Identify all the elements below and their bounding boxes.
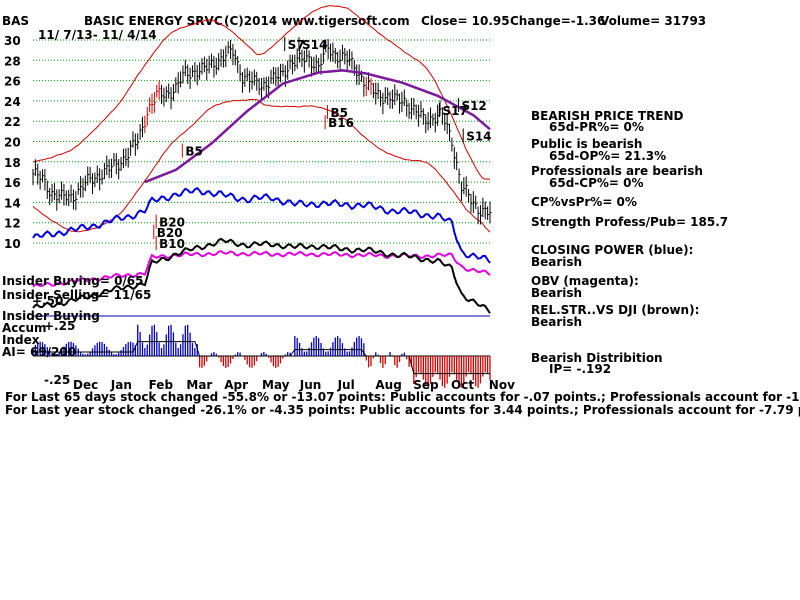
month-label-jul: Jul: [337, 378, 355, 392]
signal-label-b16: B16: [328, 116, 354, 130]
panel-line: 65d-CP%= 0%: [549, 176, 644, 190]
signal-label-b10: B10: [159, 237, 185, 251]
panel-line: OBV (magenta):: [531, 274, 639, 288]
month-label-jan: Jan: [110, 378, 132, 392]
chart-change: Change=-1.36: [510, 14, 605, 28]
accum-smoothed-line: [33, 341, 490, 375]
ai-label: AI= 69/200: [2, 345, 76, 359]
panel-line: Public is bearish: [531, 137, 642, 151]
insider-selling-label: Insider Selling= 11/65: [2, 288, 151, 302]
price-tick-label: 14: [4, 196, 21, 210]
month-label-jun: Jun: [299, 378, 322, 392]
month-label-aug: Aug: [375, 378, 401, 392]
chart-symbol: BAS: [2, 14, 29, 28]
month-axis-ticks: Dec Jan Feb Mar Apr May Jun Jul Aug Sep Oct Nov: [73, 378, 515, 392]
bollinger-bands: [32, 5, 491, 233]
panel-line: BEARISH PRICE TREND: [531, 109, 684, 123]
month-label-sep: Sep: [413, 378, 439, 392]
plus25-label: +.25: [44, 319, 75, 333]
plus50-label: +.50: [32, 294, 63, 308]
closing-power-line: [32, 186, 491, 264]
insider-buying-label: Insider Buying= 0/65: [2, 274, 144, 288]
chart-company: BASIC ENERGY SRVC: [84, 14, 223, 28]
price-tick-label: 28: [4, 54, 21, 68]
moving-average-line: [144, 69, 491, 184]
panel-line: 65d-OP%= 21.3%: [549, 149, 666, 163]
price-tick-label: 18: [4, 156, 21, 170]
panel-line: Bearish: [531, 315, 582, 329]
accumulation-index-histogram: [32, 315, 491, 388]
price-axis-ticks: 10 12 14 16 18 20 22 24 26 28 30: [4, 34, 21, 251]
minus25-label: -.25: [44, 373, 70, 387]
upper-band: [32, 5, 491, 180]
signal-label-s12: S12: [461, 99, 486, 113]
indicator-lines: [32, 69, 491, 314]
signal-label-s7: S7: [288, 38, 305, 52]
month-label-apr: Apr: [224, 378, 248, 392]
month-label-may: May: [262, 378, 290, 392]
panel-line: Strength Profess/Pub= 185.7: [531, 215, 728, 229]
index-label: Index: [2, 333, 40, 347]
price-tick-label: 26: [4, 75, 21, 89]
price-tick-label: 20: [4, 136, 21, 150]
price-tick-label: 12: [4, 217, 21, 231]
chart-volume: Volume= 31793: [600, 14, 706, 28]
month-label-oct: Oct: [451, 378, 474, 392]
panel-line: Bearish: [531, 286, 582, 300]
signal-label-b5: B5: [331, 106, 349, 120]
panel-line: 65d-PR%= 0%: [549, 120, 644, 134]
month-label-dec: Dec: [73, 378, 98, 392]
footer-line-year: For Last year stock changed -26.1% or -4…: [5, 403, 800, 417]
month-label-nov: Nov: [489, 378, 515, 392]
price-tick-label: 10: [4, 237, 21, 251]
panel-line: REL.STR..VS DJI (brown):: [531, 303, 699, 317]
month-label-mar: Mar: [186, 378, 212, 392]
accum-label: Accum: [2, 321, 47, 335]
indicator-title: Insider Buying: [2, 309, 100, 323]
panel-line: IP= -.192: [549, 362, 611, 376]
signal-label-b20: B20: [157, 226, 183, 240]
lower-band: [32, 98, 491, 233]
signal-label-b5: B5: [185, 145, 203, 159]
panel-line: Professionals are bearish: [531, 164, 703, 178]
footer-line-65d: For Last 65 days stock changed -55.8% or…: [5, 390, 800, 404]
chart-date-range: 11/ 7/13- 11/ 4/14: [38, 28, 157, 42]
panel-line: CP%vsPr%= 0%: [531, 195, 637, 209]
month-label-feb: Feb: [149, 378, 174, 392]
signal-label-s17: S17: [442, 104, 467, 118]
price-tick-label: 24: [4, 95, 21, 109]
relative-strength-line: [32, 237, 491, 314]
chart-source: (C)2014 www.tigersoft.com: [224, 14, 410, 28]
price-grid: [33, 39, 490, 244]
panel-line: CLOSING POWER (blue):: [531, 243, 693, 257]
signal-label-s14: S14: [302, 38, 327, 52]
panel-line: Bearish Distribition: [531, 351, 663, 365]
price-tick-label: 16: [4, 176, 21, 190]
signal-label-s14: S14: [466, 129, 491, 143]
signal-label-b20: B20: [159, 216, 185, 230]
panel-line: Bearish: [531, 255, 582, 269]
chart-close: Close= 10.95: [421, 14, 510, 28]
price-tick-label: 22: [4, 115, 21, 129]
price-tick-label: 30: [4, 34, 21, 48]
